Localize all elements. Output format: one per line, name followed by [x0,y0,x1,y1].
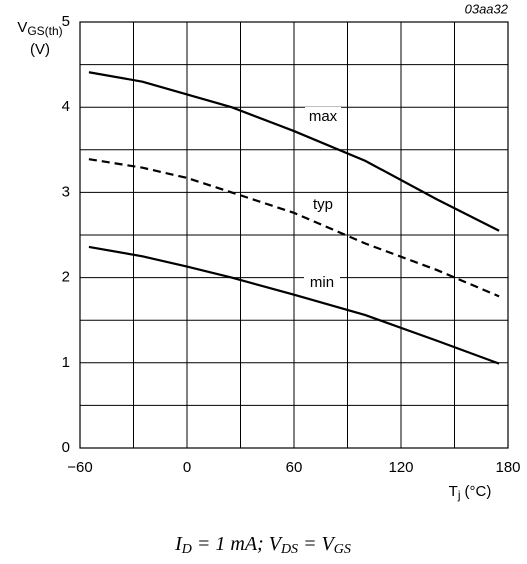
y-tick-label: 5 [62,13,70,30]
y-tick-label: 2 [62,269,70,286]
x-unit: (°C) [465,483,492,500]
label-background [305,107,341,127]
x-symbol: T [449,483,458,500]
x-subscript: j [457,488,461,502]
y-tick-label: 0 [62,439,70,456]
y-symbol: V [17,19,27,36]
y-tick-label: 1 [62,354,70,371]
series-label: typ [313,196,333,213]
series-line [88,71,500,232]
label-background [305,195,341,215]
footnote-text: = 1 mA; V [192,533,284,555]
footnote-text: = V [298,533,336,555]
y-axis-label: VGS(th) [17,19,62,38]
x-tick-label: 120 [388,459,413,476]
x-tick-label: 0 [183,459,191,476]
series-line [88,245,500,365]
footnote-subscript: D [181,542,192,557]
series-label: max [309,108,338,125]
y-unit: (V) [30,41,50,58]
x-axis-label: Tj (°C) [449,483,492,502]
figure-code: 03aa32 [465,1,509,16]
footnote-subscript: GS [334,542,351,557]
label-background [304,273,340,293]
series-label: min [310,274,334,291]
y-tick-label: 3 [62,183,70,200]
x-tick-label: −60 [67,459,92,476]
plot-frame [79,21,509,449]
y-tick-label: 4 [62,98,70,115]
x-tick-label: 180 [495,459,520,476]
x-tick-label: 60 [286,459,303,476]
y-subscript: GS(th) [27,24,62,38]
footnote-subscript: DS [280,542,298,557]
footnote-text: I [174,533,183,555]
footnote: ID = 1 mA; VDS = VGS [174,533,351,558]
series-line [88,158,500,298]
